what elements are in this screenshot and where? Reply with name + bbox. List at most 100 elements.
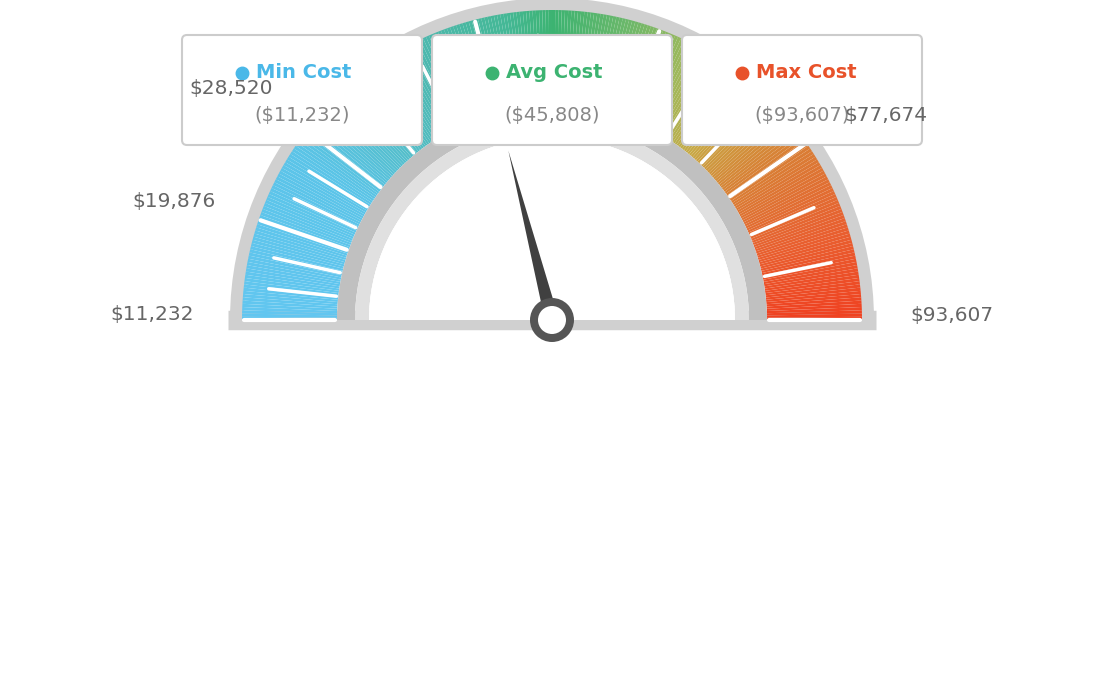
Wedge shape	[618, 25, 651, 116]
Wedge shape	[444, 28, 479, 119]
Wedge shape	[732, 151, 814, 205]
Wedge shape	[370, 68, 427, 146]
Wedge shape	[507, 13, 523, 108]
Wedge shape	[301, 135, 380, 194]
FancyBboxPatch shape	[432, 35, 672, 145]
Wedge shape	[757, 230, 850, 260]
Wedge shape	[629, 30, 666, 120]
Wedge shape	[761, 243, 853, 268]
Wedge shape	[766, 301, 861, 308]
Wedge shape	[417, 39, 460, 126]
Wedge shape	[468, 21, 497, 113]
Wedge shape	[362, 73, 422, 150]
Wedge shape	[408, 43, 455, 130]
Wedge shape	[698, 92, 764, 164]
Wedge shape	[328, 103, 399, 171]
Wedge shape	[641, 38, 684, 126]
Wedge shape	[456, 24, 488, 115]
Wedge shape	[247, 259, 341, 279]
Wedge shape	[369, 137, 735, 320]
Wedge shape	[389, 55, 440, 137]
Wedge shape	[765, 275, 859, 290]
Wedge shape	[733, 154, 816, 207]
Wedge shape	[466, 21, 495, 114]
Wedge shape	[368, 69, 426, 148]
Wedge shape	[459, 23, 490, 115]
Wedge shape	[714, 117, 788, 181]
Wedge shape	[631, 32, 669, 121]
Wedge shape	[556, 10, 562, 105]
Text: $77,674: $77,674	[845, 106, 927, 125]
Wedge shape	[596, 17, 619, 110]
Wedge shape	[342, 90, 408, 161]
Wedge shape	[756, 224, 848, 256]
Text: ($11,232): ($11,232)	[254, 106, 350, 124]
Wedge shape	[246, 268, 340, 286]
Wedge shape	[375, 63, 432, 144]
Wedge shape	[625, 28, 660, 119]
Wedge shape	[280, 168, 364, 217]
Wedge shape	[694, 88, 760, 160]
Wedge shape	[360, 75, 421, 152]
Wedge shape	[677, 68, 734, 146]
Wedge shape	[440, 30, 477, 119]
Wedge shape	[736, 159, 819, 210]
Wedge shape	[357, 77, 418, 153]
Wedge shape	[243, 288, 338, 299]
Wedge shape	[765, 278, 860, 293]
Wedge shape	[288, 154, 371, 207]
Wedge shape	[669, 60, 723, 141]
Wedge shape	[576, 12, 591, 107]
Wedge shape	[354, 79, 416, 155]
Wedge shape	[257, 221, 348, 253]
Wedge shape	[542, 10, 548, 105]
Wedge shape	[742, 173, 827, 220]
Text: Max Cost: Max Cost	[756, 63, 857, 83]
Wedge shape	[245, 271, 340, 288]
Wedge shape	[671, 62, 726, 142]
Wedge shape	[317, 115, 391, 179]
Wedge shape	[432, 33, 470, 122]
Wedge shape	[689, 81, 752, 156]
Wedge shape	[428, 34, 469, 123]
Wedge shape	[765, 284, 860, 297]
Wedge shape	[708, 106, 778, 172]
Wedge shape	[726, 138, 805, 195]
Wedge shape	[294, 146, 374, 201]
Wedge shape	[678, 69, 736, 148]
Wedge shape	[282, 165, 365, 215]
Wedge shape	[255, 227, 347, 258]
Wedge shape	[270, 188, 358, 230]
Wedge shape	[261, 212, 350, 247]
Wedge shape	[581, 13, 597, 108]
Wedge shape	[760, 239, 852, 266]
Wedge shape	[490, 15, 512, 109]
Wedge shape	[667, 58, 721, 139]
Wedge shape	[309, 125, 385, 186]
Wedge shape	[740, 168, 824, 217]
Wedge shape	[250, 249, 342, 273]
Text: $11,232: $11,232	[110, 306, 194, 324]
Wedge shape	[274, 179, 360, 224]
Wedge shape	[369, 137, 735, 320]
Wedge shape	[242, 307, 337, 313]
Wedge shape	[616, 24, 648, 115]
Wedge shape	[350, 83, 413, 157]
Wedge shape	[296, 143, 375, 199]
Wedge shape	[635, 34, 676, 123]
Wedge shape	[767, 317, 862, 320]
Wedge shape	[661, 53, 712, 136]
Wedge shape	[438, 30, 475, 120]
Wedge shape	[572, 11, 584, 106]
FancyBboxPatch shape	[182, 35, 422, 145]
Wedge shape	[627, 30, 664, 119]
Wedge shape	[268, 191, 357, 233]
Wedge shape	[386, 57, 438, 139]
Wedge shape	[273, 182, 360, 226]
Wedge shape	[605, 20, 633, 112]
Wedge shape	[532, 10, 541, 106]
Wedge shape	[709, 108, 781, 175]
Wedge shape	[754, 215, 845, 249]
Wedge shape	[731, 148, 811, 203]
Wedge shape	[598, 17, 623, 110]
